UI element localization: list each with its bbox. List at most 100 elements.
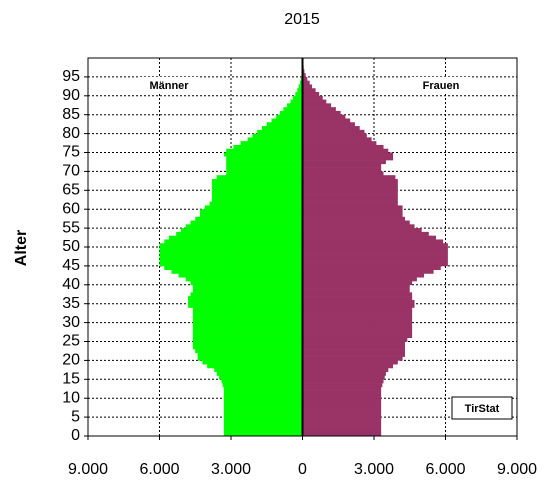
x-tick-label: 3.000	[354, 461, 394, 478]
bar	[302, 99, 327, 104]
bar	[223, 405, 303, 410]
bar	[192, 288, 303, 293]
bar	[302, 269, 434, 274]
bar	[302, 424, 382, 429]
bar	[185, 277, 303, 282]
bar	[192, 307, 303, 312]
bar	[302, 307, 413, 312]
bar	[302, 341, 405, 346]
bar	[192, 318, 303, 323]
y-tick-label: 75	[62, 144, 80, 161]
bar	[302, 92, 320, 97]
bar	[302, 110, 341, 115]
bar	[302, 292, 413, 297]
bar	[302, 190, 398, 195]
bar	[302, 163, 382, 168]
bar	[302, 156, 394, 161]
bar	[302, 405, 382, 410]
bar	[302, 247, 448, 252]
bar	[226, 171, 303, 176]
bar	[302, 322, 413, 327]
bar	[302, 352, 405, 357]
bar	[159, 258, 303, 263]
bar	[302, 281, 413, 286]
bar	[223, 398, 303, 403]
y-tick-label: 85	[62, 106, 80, 123]
bar	[180, 228, 303, 233]
annotation-box	[410, 77, 472, 93]
bar	[302, 175, 396, 180]
bar	[302, 318, 413, 323]
bar	[226, 148, 303, 153]
bar	[302, 141, 377, 146]
bar	[302, 103, 332, 108]
bar	[159, 247, 303, 252]
bar	[192, 345, 303, 350]
bar	[302, 171, 384, 176]
y-tick-label: 30	[62, 314, 80, 331]
y-tick-label: 45	[62, 257, 80, 274]
bar	[302, 152, 394, 157]
annotation: Männer	[149, 80, 189, 92]
x-tick-label: 6.000	[139, 461, 179, 478]
bar	[302, 262, 448, 267]
x-tick-label: 9.000	[68, 461, 108, 478]
bar	[302, 401, 382, 407]
bar	[302, 367, 389, 373]
bar	[302, 428, 382, 433]
bar	[192, 311, 303, 316]
bar	[223, 409, 303, 414]
bar	[223, 152, 303, 157]
bar	[159, 262, 303, 267]
bar	[159, 250, 303, 255]
bar	[302, 118, 351, 123]
bar	[226, 160, 303, 165]
bar	[211, 182, 303, 187]
bar	[302, 231, 429, 236]
bar	[216, 371, 303, 376]
bar	[159, 243, 303, 248]
bar	[302, 224, 415, 229]
bar	[207, 364, 303, 369]
bar	[276, 114, 303, 119]
bar	[223, 420, 303, 425]
bar	[302, 212, 403, 218]
bar	[211, 178, 303, 184]
bar	[195, 216, 303, 221]
bar	[302, 379, 384, 384]
y-tick-label: 35	[62, 295, 80, 312]
bar	[297, 88, 303, 93]
y-tick-label: 0	[71, 427, 80, 444]
y-tick-label: 80	[62, 125, 80, 142]
bar	[211, 186, 303, 191]
bar	[200, 212, 303, 218]
bar	[302, 186, 398, 191]
bar	[302, 167, 382, 172]
bar	[192, 326, 303, 331]
bar	[197, 352, 303, 357]
bar	[221, 379, 303, 384]
bar	[188, 303, 303, 308]
bar	[159, 254, 303, 259]
bar	[240, 141, 303, 146]
bar	[302, 345, 405, 350]
bar	[302, 432, 382, 437]
x-tick-label: 0	[298, 461, 307, 478]
bar	[302, 356, 403, 361]
y-tick-label: 15	[62, 371, 80, 388]
bar	[223, 401, 303, 407]
bar	[190, 281, 303, 286]
bar	[302, 148, 389, 153]
bar	[247, 137, 303, 142]
bar	[302, 383, 383, 388]
bar	[302, 360, 398, 365]
bar	[185, 224, 303, 229]
bar	[302, 95, 323, 100]
bar	[164, 265, 303, 270]
bar	[302, 182, 398, 187]
bar	[302, 254, 448, 259]
annotation-box	[138, 77, 200, 93]
bar	[302, 194, 398, 199]
y-tick-label: 95	[62, 68, 80, 85]
x-tick-label: 3.000	[211, 461, 251, 478]
